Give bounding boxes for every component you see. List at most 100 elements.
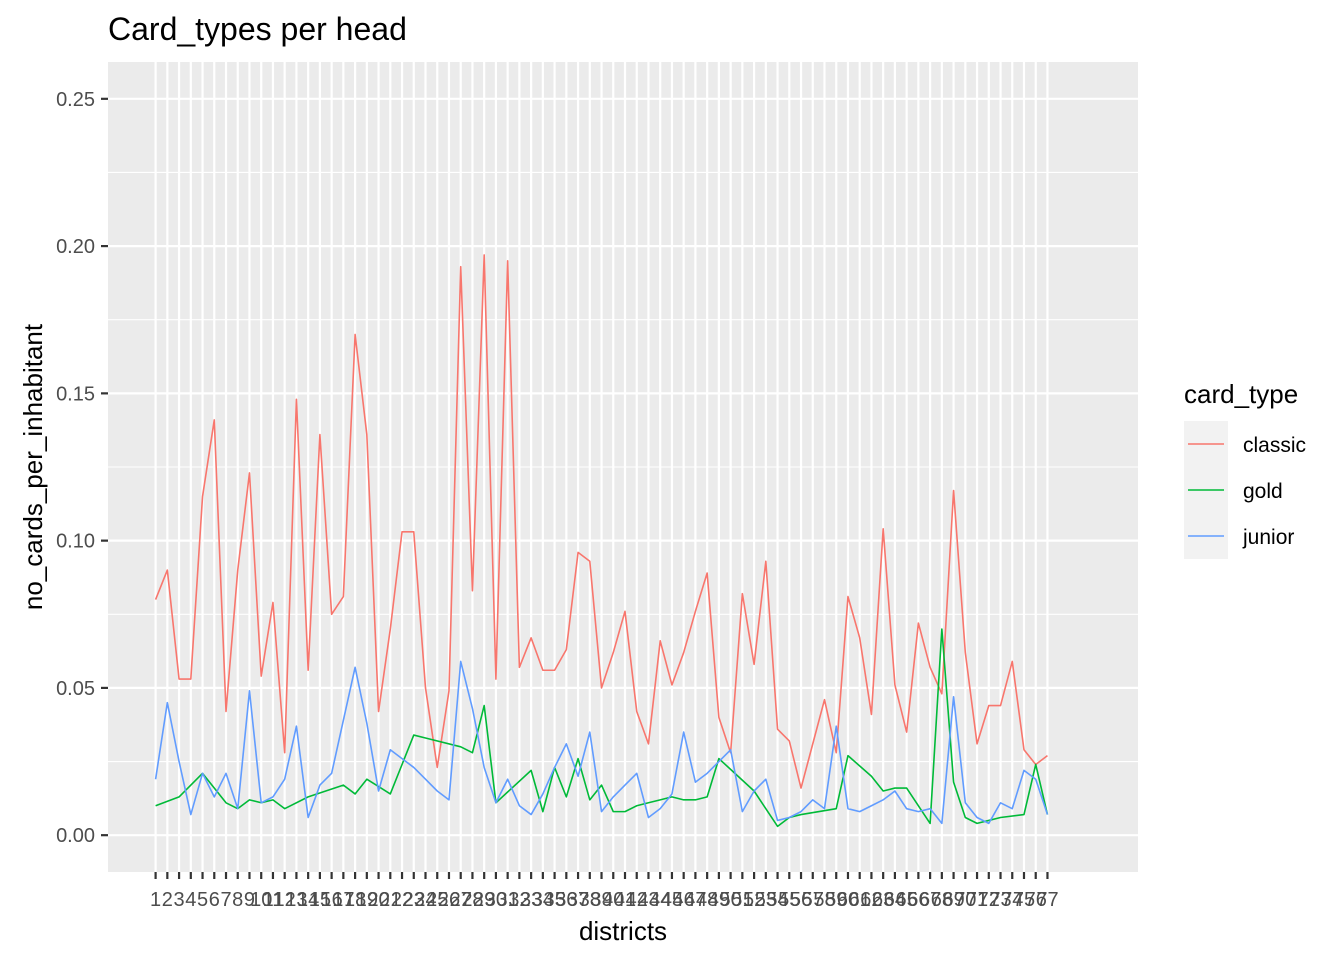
x-tick-label: 4 xyxy=(185,889,196,911)
x-tick-label: 48 xyxy=(696,889,718,911)
x-tick-label: 62 xyxy=(860,889,882,911)
x-tick-label: 18 xyxy=(344,889,366,911)
x-tick-label: 43 xyxy=(637,889,659,911)
x-tick-label: 52 xyxy=(743,889,765,911)
x-tick-label: 30 xyxy=(485,889,507,911)
x-tick-label: 9 xyxy=(244,889,255,911)
x-tick-label: 72 xyxy=(978,889,1000,911)
x-tick-label: 39 xyxy=(590,889,612,911)
x-tick-label: 28 xyxy=(461,889,483,911)
x-tick-label: 16 xyxy=(321,889,343,911)
x-tick-label: 68 xyxy=(931,889,953,911)
x-tick-label: 25 xyxy=(426,889,448,911)
x-tick-label: 32 xyxy=(508,889,530,911)
x-tick-label: 44 xyxy=(649,889,671,911)
x-tick-label: 20 xyxy=(367,889,389,911)
x-tick-label: 10 xyxy=(250,889,272,911)
x-tick-label: 40 xyxy=(602,889,624,911)
x-tick-label: 8 xyxy=(232,889,243,911)
x-tick-label: 41 xyxy=(614,889,636,911)
x-tick-label: 38 xyxy=(579,889,601,911)
y-axis: 0.00 0.05 0.10 0.15 0.20 0.25 xyxy=(56,89,108,847)
x-tick-label: 35 xyxy=(543,889,565,911)
x-tick-label: 71 xyxy=(966,889,988,911)
x-tick-label: 5 xyxy=(197,889,208,911)
legend-label-junior: junior xyxy=(1242,526,1294,549)
x-tick-label: 26 xyxy=(438,889,460,911)
x-tick-label: 17 xyxy=(332,889,354,911)
y-tick-label: 0.00 xyxy=(56,825,95,847)
series-line-gold xyxy=(155,628,1049,828)
y-tick-label: 0.10 xyxy=(56,531,95,553)
y-axis-title: no_cards_per_inhabitant xyxy=(18,323,48,610)
x-tick-label: 74 xyxy=(1001,889,1023,911)
x-tick-label: 69 xyxy=(942,889,964,911)
x-tick-label: 45 xyxy=(661,889,683,911)
legend-title: card_type xyxy=(1184,379,1298,409)
x-tick-label: 51 xyxy=(731,889,753,911)
x-tick-label: 6 xyxy=(209,889,220,911)
x-tick-label: 70 xyxy=(954,889,976,911)
x-tick-label: 50 xyxy=(719,889,741,911)
x-tick-label: 61 xyxy=(849,889,871,911)
series-lines xyxy=(154,254,1049,828)
y-tick-label: 0.20 xyxy=(56,236,95,258)
x-axis: 1 2 3 4 5 6 7 8 91011121314151617181920212223242… xyxy=(150,872,1059,911)
x-tick-label: 58 xyxy=(813,889,835,911)
grid-lines xyxy=(108,62,1138,872)
y-tick-label: 0.05 xyxy=(56,678,95,700)
chart-title: Card_types per head xyxy=(108,11,407,47)
x-tick-label: 31 xyxy=(497,889,519,911)
x-tick-label: 11 xyxy=(263,889,284,911)
x-tick-label: 55 xyxy=(778,889,800,911)
x-tick-label: 14 xyxy=(297,889,319,911)
x-tick-label: 7 xyxy=(220,889,231,911)
x-tick-label: 56 xyxy=(790,889,812,911)
x-tick-label: 3 xyxy=(174,889,185,911)
x-tick-label: 47 xyxy=(684,889,706,911)
x-tick-label: 23 xyxy=(403,889,425,911)
y-tick-label: 0.25 xyxy=(56,89,95,111)
x-tick-label: 60 xyxy=(837,889,859,911)
x-tick-label: 2 xyxy=(162,889,173,911)
x-axis-title: districts xyxy=(579,916,667,946)
legend: card_type classic gold junior xyxy=(1184,379,1306,559)
x-tick-label: 12 xyxy=(274,889,296,911)
x-tick-label: 42 xyxy=(626,889,648,911)
x-tick-label: 73 xyxy=(989,889,1011,911)
x-tick-label: 54 xyxy=(766,889,788,911)
x-tick-label: 46 xyxy=(673,889,695,911)
x-tick-label: 37 xyxy=(567,889,589,911)
x-tick-label: 77 xyxy=(1036,889,1058,911)
x-tick-label: 27 xyxy=(450,889,472,911)
legend-label-gold: gold xyxy=(1243,480,1283,503)
x-tick-label: 21 xyxy=(379,889,401,911)
x-tick-label: 76 xyxy=(1025,889,1047,911)
legend-items: classic gold junior xyxy=(1184,421,1306,559)
x-tick-label: 13 xyxy=(285,889,307,911)
series-line-classic xyxy=(154,254,1048,789)
x-tick-label: 24 xyxy=(414,889,436,911)
x-tick-label: 15 xyxy=(309,889,331,911)
x-tick-label: 49 xyxy=(708,889,730,911)
x-tick-label: 29 xyxy=(473,889,495,911)
series-line-junior xyxy=(154,660,1049,825)
x-tick-label: 64 xyxy=(884,889,906,911)
x-tick-label: 57 xyxy=(802,889,824,911)
x-tick-label: 36 xyxy=(555,889,577,911)
x-tick-label: 53 xyxy=(755,889,777,911)
x-tick-label: 63 xyxy=(872,889,894,911)
legend-label-classic: classic xyxy=(1243,434,1306,457)
x-tick-label: 66 xyxy=(907,889,929,911)
x-tick-label: 75 xyxy=(1013,889,1035,911)
x-tick-label: 65 xyxy=(896,889,918,911)
x-tick-label: 34 xyxy=(532,889,554,911)
y-tick-label: 0.15 xyxy=(56,383,95,405)
x-tick-label: 1 xyxy=(150,889,161,911)
x-tick-label: 22 xyxy=(391,889,413,911)
x-tick-label: 59 xyxy=(825,889,847,911)
x-tick-label: 33 xyxy=(520,889,542,911)
x-tick-label: 67 xyxy=(919,889,941,911)
